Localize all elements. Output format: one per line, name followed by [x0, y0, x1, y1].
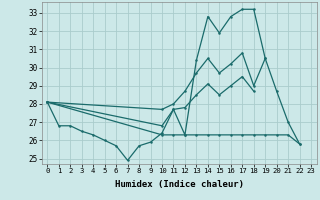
X-axis label: Humidex (Indice chaleur): Humidex (Indice chaleur) — [115, 180, 244, 189]
